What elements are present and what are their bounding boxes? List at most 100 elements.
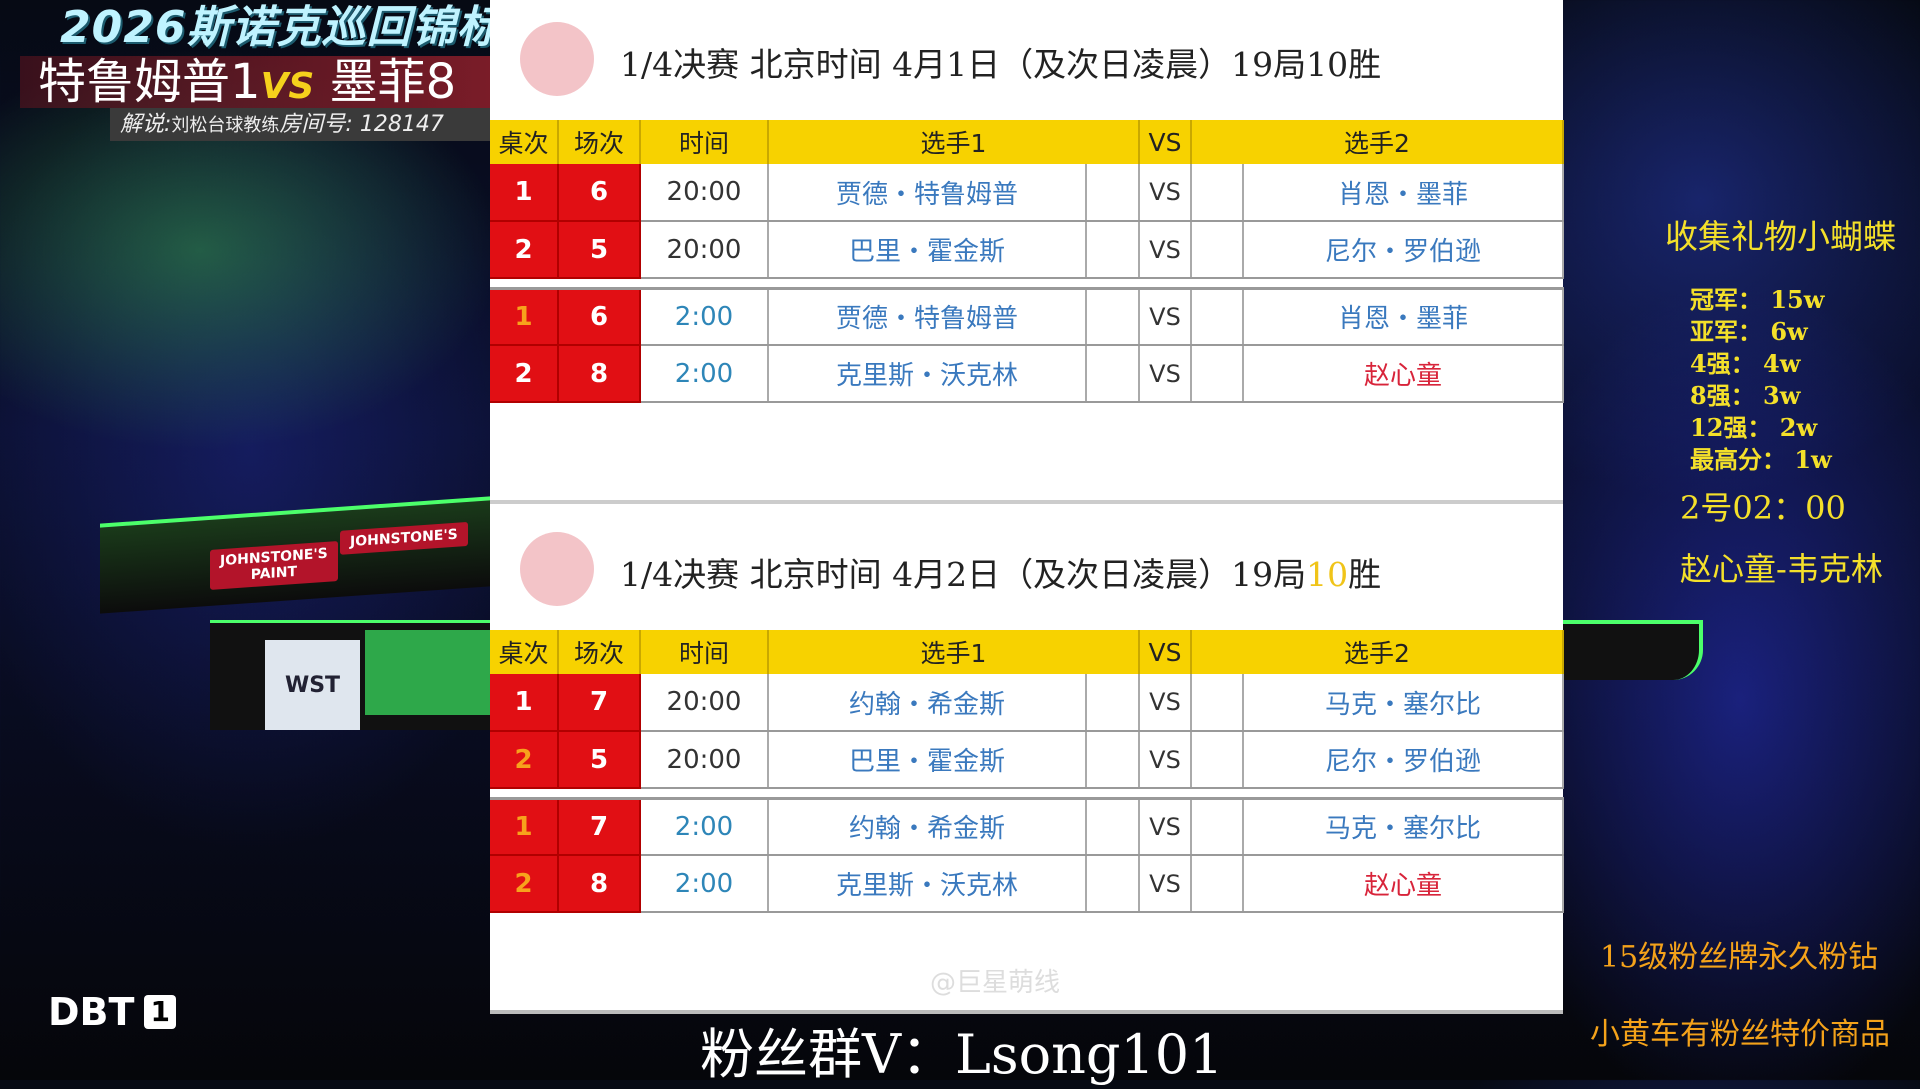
table-number: 2 <box>490 345 559 403</box>
prize-line: 冠军： 15w <box>1690 285 1825 314</box>
score-left: 1 <box>230 56 261 108</box>
header-session: 场次 <box>558 630 641 674</box>
player2: 马克・塞尔比 <box>1243 674 1564 732</box>
title-wins: 10 <box>1306 555 1349 594</box>
table-row: 1 6 20:00 贾德・特鲁姆普 VS 肖恩・墨菲 <box>490 164 1564 222</box>
wst-logo: WST <box>265 640 360 730</box>
title-wins: 10 <box>1306 45 1349 84</box>
event-title: 2026斯诺克巡回锦标 <box>60 2 490 53</box>
score-right: 8 <box>425 56 457 108</box>
match-time: 2:00 <box>640 288 769 346</box>
match-time: 2:00 <box>640 855 769 913</box>
table-row: 2 8 2:00 克里斯・沃克林 VS 赵心童 <box>490 855 1564 913</box>
session-number: 6 <box>558 164 641 222</box>
player2: 赵心童 <box>1243 345 1564 403</box>
section-title: 1/4决赛 北京时间 4月1日（及次日凌晨）19局10胜 <box>620 38 1381 86</box>
session-number: 8 <box>558 855 641 913</box>
table-header: 桌次 场次 时间 选手1 VS 选手2 <box>490 120 1564 164</box>
prize-line: 亚军： 6w <box>1690 317 1808 346</box>
superstar-logo <box>520 532 594 606</box>
row-gap <box>490 278 1563 290</box>
blank-cell <box>1191 855 1244 913</box>
sponsor-board: JOHNSTONE'S <box>340 521 468 555</box>
player1: 贾德・特鲁姆普 <box>768 288 1087 346</box>
table-header: 桌次 场次 时间 选手1 VS 选手2 <box>490 630 1564 674</box>
section-divider <box>490 500 1563 504</box>
header-table: 桌次 <box>490 630 559 674</box>
table-number: 1 <box>490 674 559 732</box>
vs-cell: VS <box>1139 164 1192 222</box>
vs-cell: VS <box>1139 674 1192 732</box>
blank-cell <box>1191 731 1244 789</box>
green-panel <box>365 630 490 715</box>
player-right: 墨菲 <box>329 56 426 108</box>
session-number: 7 <box>558 798 641 856</box>
player1: 约翰・希金斯 <box>768 798 1087 856</box>
header-player2: 选手2 <box>1191 120 1564 164</box>
blank-cell <box>1086 798 1140 856</box>
session-number: 6 <box>558 288 641 346</box>
weibo-watermark: @巨星萌线 <box>930 968 1061 998</box>
match-time: 2:00 <box>640 345 769 403</box>
commentary-label: 解说: <box>120 112 172 137</box>
player2: 赵心童 <box>1243 855 1564 913</box>
arena-stage: JOHNSTONE'S PAINT JOHNSTONE'S <box>100 496 490 614</box>
prize-line: 8强： 3w <box>1690 381 1801 410</box>
blank-cell <box>1191 798 1244 856</box>
player-left: 特鲁姆普 <box>38 56 231 108</box>
player2: 马克・塞尔比 <box>1243 798 1564 856</box>
sponsor-text: JOHNSTONE'S <box>350 526 458 551</box>
match-time: 20:00 <box>640 164 769 222</box>
session-number: 5 <box>558 731 641 789</box>
vs-cell: VS <box>1139 221 1192 279</box>
title-suffix: 胜 <box>1348 555 1382 594</box>
session-number: 7 <box>558 674 641 732</box>
vs-cell: VS <box>1139 345 1192 403</box>
table-row: 1 7 2:00 约翰・希金斯 VS 马克・塞尔比 <box>490 798 1564 856</box>
sponsor-board: JOHNSTONE'S PAINT <box>210 541 338 590</box>
promo-line: 小黄车有粉丝特价商品 <box>1590 1017 1890 1052</box>
blank-cell <box>1086 855 1140 913</box>
schedule-table: 桌次 场次 时间 选手1 VS 选手2 1 6 20:00 贾德・特鲁姆普 VS 肖恩・墨菲 2 5 20:… <box>490 120 1564 403</box>
blank-cell <box>1086 674 1140 732</box>
player1: 巴里・霍金斯 <box>768 221 1087 279</box>
player1: 克里斯・沃克林 <box>768 345 1087 403</box>
match-time: 20:00 <box>640 674 769 732</box>
header-player1: 选手1 <box>768 630 1140 674</box>
channel-logo: DBT 1 <box>48 990 176 1034</box>
featured-match: 赵心童-韦克林 <box>1680 550 1883 588</box>
table-row: 2 8 2:00 克里斯・沃克林 VS 赵心童 <box>490 345 1564 403</box>
vs-cell: VS <box>1139 288 1192 346</box>
superstar-logo <box>520 22 594 96</box>
header-player2: 选手2 <box>1191 630 1564 674</box>
session-number: 5 <box>558 221 641 279</box>
channel-name: DBT <box>48 990 135 1034</box>
table-number: 1 <box>490 164 559 222</box>
blank-cell <box>1086 164 1140 222</box>
table-row: 2 5 20:00 巴里・霍金斯 VS 尼尔・罗伯逊 <box>490 731 1564 789</box>
vs-cell: VS <box>1139 855 1192 913</box>
player2: 肖恩・墨菲 <box>1243 164 1564 222</box>
player2: 尼尔・罗伯逊 <box>1243 221 1564 279</box>
row-gap <box>490 788 1563 800</box>
title-text: 1/4决赛 北京时间 4月1日（及次日凌晨）19局 <box>620 45 1307 84</box>
blank-cell <box>1086 288 1140 346</box>
table-number: 1 <box>490 798 559 856</box>
blank-cell <box>1191 288 1244 346</box>
player1: 巴里・霍金斯 <box>768 731 1087 789</box>
match-time: 20:00 <box>640 221 769 279</box>
player1: 克里斯・沃克林 <box>768 855 1087 913</box>
header-table: 桌次 <box>490 120 559 164</box>
vs-cell: VS <box>1139 798 1192 856</box>
match-time: 2:00 <box>640 798 769 856</box>
schedule-table: 桌次 场次 时间 选手1 VS 选手2 1 7 20:00 约翰・希金斯 VS 马克・塞尔比 2 5 20:… <box>490 630 1564 913</box>
blank-cell <box>1086 221 1140 279</box>
prize-line: 最高分： 1w <box>1690 445 1832 474</box>
header-time: 时间 <box>640 120 769 164</box>
header-time: 时间 <box>640 630 769 674</box>
promo-line: 15级粉丝牌永久粉钻 <box>1600 940 1879 975</box>
prize-line: 12强： 2w <box>1690 413 1818 442</box>
sponsor-sub: PAINT <box>250 563 298 584</box>
table-number: 2 <box>490 221 559 279</box>
match-score-bar: 特鲁姆普1VS 墨菲8 <box>20 56 490 108</box>
